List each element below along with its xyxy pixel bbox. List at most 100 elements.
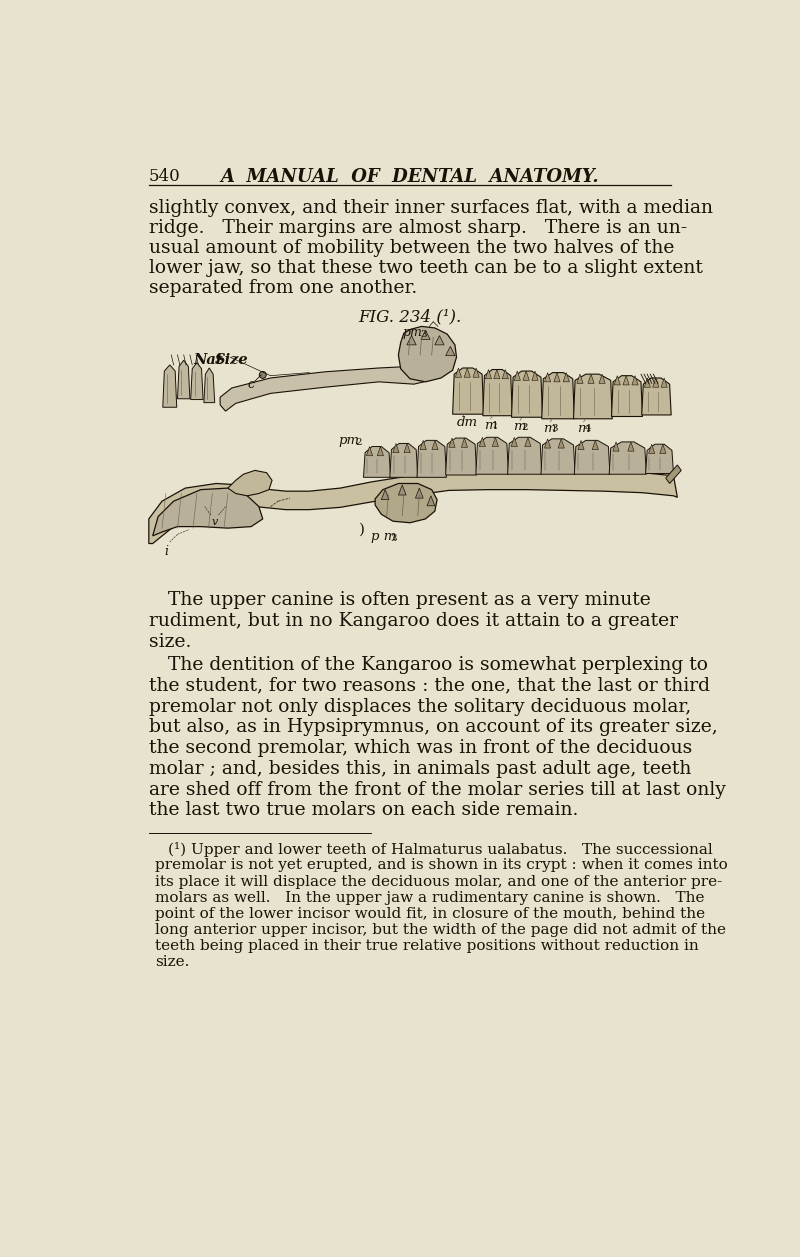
Polygon shape <box>427 495 435 505</box>
Polygon shape <box>453 368 484 414</box>
Polygon shape <box>666 465 682 484</box>
Text: size.: size. <box>149 632 191 651</box>
Polygon shape <box>554 372 560 382</box>
Polygon shape <box>525 437 531 446</box>
Polygon shape <box>363 446 390 478</box>
Polygon shape <box>574 375 612 419</box>
Polygon shape <box>492 437 498 446</box>
Text: m: m <box>543 422 556 435</box>
Polygon shape <box>464 368 470 377</box>
Polygon shape <box>446 437 477 475</box>
Polygon shape <box>435 336 444 344</box>
Text: Nat: Nat <box>193 352 222 367</box>
Polygon shape <box>421 331 430 339</box>
Polygon shape <box>483 370 512 416</box>
Polygon shape <box>366 446 373 456</box>
Polygon shape <box>455 368 462 377</box>
Polygon shape <box>398 485 406 495</box>
Polygon shape <box>574 440 610 474</box>
Polygon shape <box>644 378 650 387</box>
Polygon shape <box>578 440 584 450</box>
Polygon shape <box>407 336 416 344</box>
Polygon shape <box>558 439 564 447</box>
Text: v: v <box>211 517 218 527</box>
Polygon shape <box>378 446 383 456</box>
Polygon shape <box>642 378 671 415</box>
Polygon shape <box>446 347 455 356</box>
Polygon shape <box>162 365 177 407</box>
Polygon shape <box>511 371 542 417</box>
Text: the last two true molars on each side remain.: the last two true molars on each side re… <box>149 802 578 820</box>
Text: teeth being placed in their true relative positions without reduction in: teeth being placed in their true relativ… <box>155 939 698 953</box>
Polygon shape <box>390 444 418 478</box>
Text: usual amount of mobility between the two halves of the: usual amount of mobility between the two… <box>149 239 674 258</box>
Polygon shape <box>228 470 272 495</box>
Polygon shape <box>649 444 655 454</box>
Text: molars as well.   In the upper jaw a rudimentary canine is shown.   The: molars as well. In the upper jaw a rudim… <box>155 891 705 905</box>
Polygon shape <box>541 439 575 474</box>
Polygon shape <box>449 437 455 447</box>
Text: Size: Size <box>214 352 248 367</box>
Polygon shape <box>588 375 594 383</box>
Text: The dentition of the Kangaroo is somewhat perplexing to: The dentition of the Kangaroo is somewha… <box>168 656 708 674</box>
Text: rudiment, but in no Kangaroo does it attain to a greater: rudiment, but in no Kangaroo does it att… <box>149 612 678 630</box>
Polygon shape <box>404 444 410 453</box>
Polygon shape <box>486 370 491 378</box>
Text: (¹) Upper and lower teeth of Halmaturus ualabatus.   The successional: (¹) Upper and lower teeth of Halmaturus … <box>168 842 713 857</box>
Polygon shape <box>473 368 479 377</box>
Text: m: m <box>513 420 526 434</box>
Polygon shape <box>611 376 642 416</box>
Polygon shape <box>511 437 518 446</box>
Polygon shape <box>204 368 214 402</box>
Text: ridge.   Their margins are almost sharp.   There is an un-: ridge. Their margins are almost sharp. T… <box>149 220 687 238</box>
Polygon shape <box>420 440 426 450</box>
Polygon shape <box>398 327 457 382</box>
Polygon shape <box>476 437 509 474</box>
Circle shape <box>259 372 266 378</box>
Polygon shape <box>545 439 550 447</box>
Polygon shape <box>599 375 605 383</box>
Text: its place it will displace the deciduous molar, and one of the anterior pre-: its place it will displace the deciduous… <box>155 875 722 889</box>
Polygon shape <box>417 440 446 478</box>
Polygon shape <box>514 371 520 381</box>
Polygon shape <box>502 370 509 378</box>
Polygon shape <box>432 440 438 450</box>
Text: m: m <box>577 422 590 435</box>
Polygon shape <box>494 370 500 378</box>
Text: 2: 2 <box>521 422 527 431</box>
Polygon shape <box>190 362 203 400</box>
Text: the student, for two reasons : the one, that the last or third: the student, for two reasons : the one, … <box>149 676 710 695</box>
Polygon shape <box>628 442 634 451</box>
Text: lower jaw, so that these two teeth can be to a slight extent: lower jaw, so that these two teeth can b… <box>149 259 702 278</box>
Polygon shape <box>220 367 424 411</box>
Polygon shape <box>532 371 538 381</box>
Text: The upper canine is often present as a very minute: The upper canine is often present as a v… <box>168 591 651 610</box>
Polygon shape <box>660 444 666 454</box>
Polygon shape <box>542 372 574 419</box>
Text: but also, as in Hypsiprymnus, on account of its greater size,: but also, as in Hypsiprymnus, on account… <box>149 718 718 737</box>
Text: are shed off from the front of the molar series till at last only: are shed off from the front of the molar… <box>149 781 726 798</box>
Polygon shape <box>563 372 570 382</box>
Polygon shape <box>462 437 467 447</box>
Polygon shape <box>393 444 399 453</box>
Text: i: i <box>164 546 168 558</box>
Polygon shape <box>523 371 530 381</box>
Text: premolar not only displaces the solitary deciduous molar,: premolar not only displaces the solitary… <box>149 698 691 715</box>
Text: 4: 4 <box>584 424 591 434</box>
Polygon shape <box>375 484 437 523</box>
Text: p m: p m <box>371 529 397 543</box>
Text: m: m <box>484 419 496 432</box>
Polygon shape <box>479 437 486 446</box>
Text: size.: size. <box>155 955 190 969</box>
Text: pm: pm <box>338 434 360 447</box>
Text: separated from one another.: separated from one another. <box>149 279 417 298</box>
Polygon shape <box>508 437 542 474</box>
Text: the second premolar, which was in front of the deciduous: the second premolar, which was in front … <box>149 739 692 757</box>
Text: molar ; and, besides this, in animals past adult age, teeth: molar ; and, besides this, in animals pa… <box>149 760 691 778</box>
Text: 540: 540 <box>149 167 181 185</box>
Polygon shape <box>609 442 646 474</box>
Text: c: c <box>248 378 254 391</box>
Polygon shape <box>577 375 583 383</box>
Text: 3: 3 <box>420 331 426 339</box>
Text: ): ) <box>359 523 365 537</box>
